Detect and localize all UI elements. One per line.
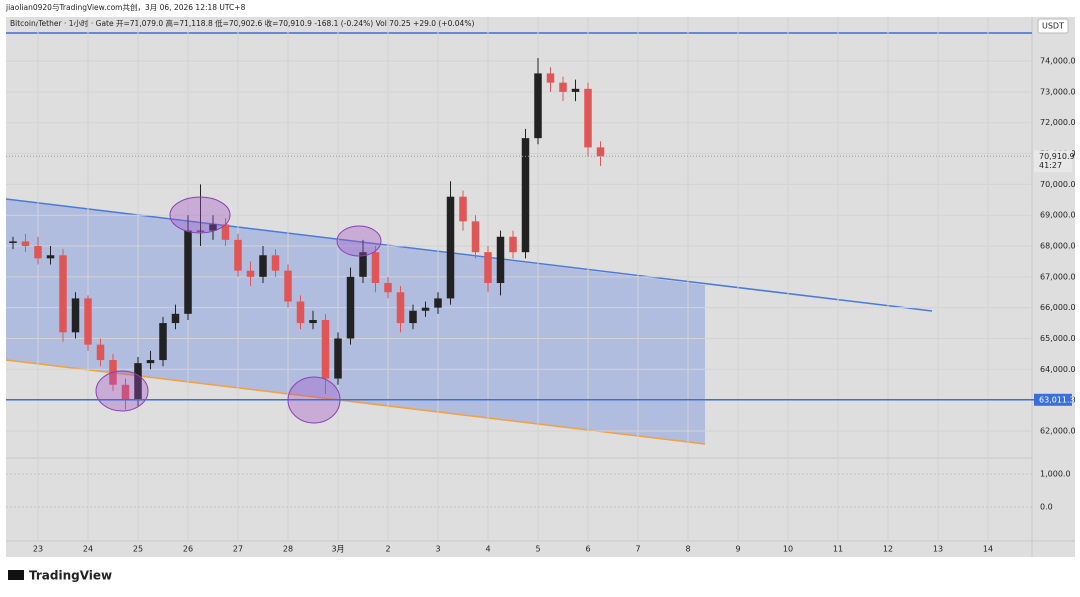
candle-body <box>471 221 480 253</box>
y-tick-label: 72,000.0 <box>1040 118 1076 127</box>
candle-body <box>221 224 230 240</box>
channel <box>6 199 705 444</box>
x-tick-label: 10 <box>783 545 793 554</box>
candle-body <box>421 307 430 311</box>
x-tick-label: 11 <box>833 545 843 554</box>
y-tick-label: 73,000.0 <box>1040 87 1076 96</box>
countdown: 41:27 <box>1039 161 1062 170</box>
candle-body <box>9 241 17 243</box>
x-tick-label: 6 <box>585 545 590 554</box>
candle-body <box>409 310 417 324</box>
y-tick-label: 0.0 <box>1040 502 1053 511</box>
candle-body <box>521 138 530 253</box>
candle-body <box>346 276 355 339</box>
candle-body <box>271 255 280 271</box>
y-tick-label: 62,000.0 <box>1040 426 1076 435</box>
y-tick-label: 1,000.0 <box>1040 469 1071 478</box>
x-tick-label: 14 <box>983 545 993 554</box>
candle-body <box>359 252 367 277</box>
x-tick-label: 8 <box>685 545 690 554</box>
candle-body <box>171 313 180 324</box>
candle-body <box>384 283 392 293</box>
x-tick-label: 5 <box>535 545 540 554</box>
candle-body <box>296 301 305 324</box>
candle-body <box>209 224 217 231</box>
candle-body <box>184 230 192 314</box>
y-tick-label: 70,000.0 <box>1040 180 1076 189</box>
brand-logo <box>8 570 24 580</box>
x-tick-label: 27 <box>233 545 243 554</box>
trend-line <box>5 198 933 312</box>
candle-body <box>309 319 317 324</box>
candle-body <box>59 255 67 333</box>
candle-body <box>134 363 142 401</box>
y-tick-label: 65,000.0 <box>1040 334 1076 343</box>
x-tick-label: 9 <box>735 545 740 554</box>
x-tick-label: 2 <box>385 545 390 554</box>
candle-body <box>509 236 517 253</box>
highlight-circle <box>336 225 382 257</box>
candle-body <box>496 236 505 284</box>
brand: TradingView <box>29 569 112 583</box>
currency: USDT <box>1042 22 1064 31</box>
x-tick-label: 12 <box>883 545 893 554</box>
candle-body <box>534 73 542 139</box>
candle-body <box>21 241 30 247</box>
candle-body <box>121 384 130 401</box>
y-tick-label: 69,000.0 <box>1040 211 1076 220</box>
candle-body <box>246 270 255 277</box>
candle-body <box>34 246 42 259</box>
x-tick-label: 24 <box>83 545 93 554</box>
x-tick-label: 23 <box>33 545 43 554</box>
candle-body <box>396 292 405 324</box>
candle-body <box>159 323 167 361</box>
candle-body <box>96 344 105 361</box>
x-tick-label: 4 <box>485 545 490 554</box>
y-tick-label: 67,000.0 <box>1040 272 1076 281</box>
y-tick-label: 66,000.0 <box>1040 303 1076 312</box>
candle-body <box>234 239 242 271</box>
y-tick-label: 74,000.0 <box>1040 57 1076 66</box>
candle-body <box>571 88 580 92</box>
candle-body <box>459 196 467 222</box>
candle-body <box>84 298 92 345</box>
candle-body <box>596 147 605 157</box>
x-tick-label: 26 <box>183 545 193 554</box>
last-price-tag <box>1034 150 1072 173</box>
candle-body <box>71 298 80 333</box>
y-tick-label: 68,000.0 <box>1040 242 1076 251</box>
x-tick-label: 7 <box>635 545 640 554</box>
highlight-circle <box>169 196 231 234</box>
x-tick-label: 3月 <box>331 545 344 554</box>
price-tag <box>1034 393 1072 406</box>
legend: Bitcoin/Tether · 1小时 · Gate 开=71,079.0 高… <box>10 18 474 28</box>
candle-body <box>446 196 455 299</box>
candle-body <box>559 82 567 92</box>
currency-box[interactable] <box>1037 18 1069 34</box>
candle-body <box>196 230 205 232</box>
candle-body <box>284 270 292 302</box>
x-tick-label: 25 <box>133 545 143 554</box>
candle-body <box>146 360 155 364</box>
candle-body <box>321 319 330 379</box>
candle-body <box>484 252 492 284</box>
candle-body <box>371 252 380 284</box>
candle-body <box>584 88 592 148</box>
x-tick-label: 28 <box>283 545 293 554</box>
candle-body <box>334 338 342 379</box>
last-price-label: 70,910.9 <box>1039 152 1075 161</box>
x-tick-label: 3 <box>435 545 440 554</box>
highlight-circle <box>95 370 149 412</box>
candle-body <box>546 73 555 83</box>
header: jiaolian0920与TradingView.com共创，3月 06, 20… <box>5 2 246 12</box>
y-tick-label: 64,000.0 <box>1040 365 1076 374</box>
candle-body <box>46 255 55 259</box>
x-tick-label: 13 <box>933 545 943 554</box>
candle-body <box>259 255 267 277</box>
candle-body <box>434 298 442 308</box>
price-tag-label: 63,011.3 <box>1039 395 1075 404</box>
